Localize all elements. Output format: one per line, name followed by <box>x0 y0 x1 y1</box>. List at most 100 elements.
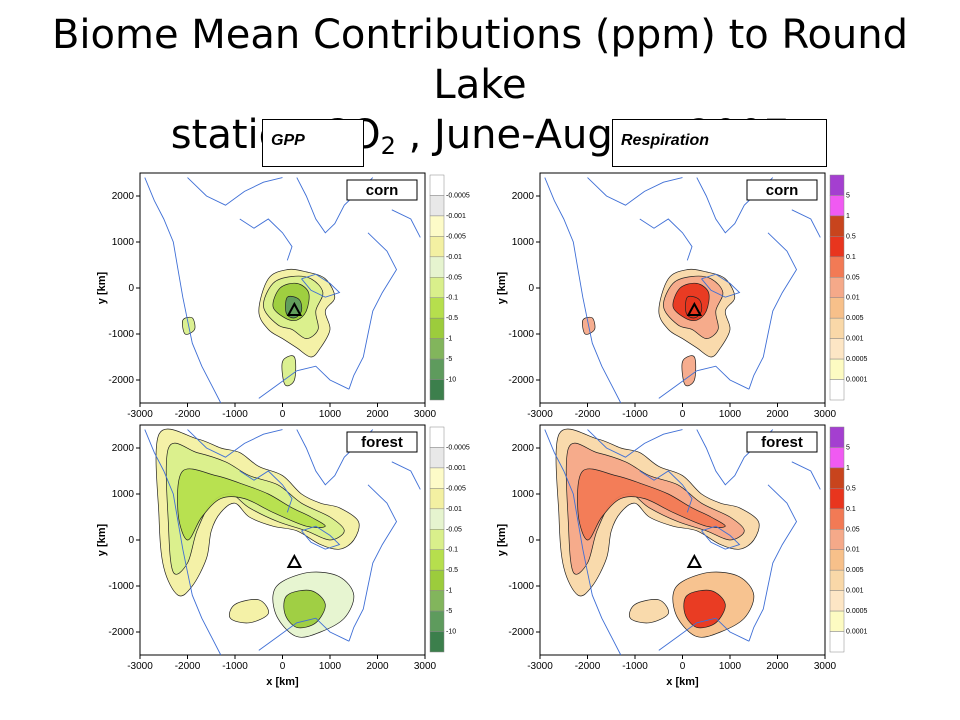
x-tick-label: -1000 <box>622 409 648 420</box>
x-tick-label: 3000 <box>814 409 837 420</box>
y-tick-label: 0 <box>128 283 134 294</box>
y-tick-label: 2000 <box>512 191 535 202</box>
x-tick-label: 0 <box>680 661 686 672</box>
y-tick-label: 1000 <box>512 489 535 500</box>
contour-region <box>177 468 326 541</box>
y-tick-label: -2000 <box>108 375 134 386</box>
colorbar: 5 1 0.5 0.1 0.05 0.01 0.005 0.001 0.0005 0.0001 <box>829 426 868 653</box>
colorbar-swatch <box>829 379 845 401</box>
colorbar-swatch <box>829 508 845 530</box>
colorbar-label: 1 <box>846 465 850 472</box>
biome-label-box: forest <box>746 431 818 453</box>
colorbar-swatch <box>429 277 445 298</box>
colorbar-swatch <box>429 426 445 448</box>
colorbar-label: 0.01 <box>846 547 860 554</box>
colorbar-label: -0.0005 <box>446 192 470 199</box>
colorbar-label: -0.1 <box>446 547 458 554</box>
x-tick-label: 2000 <box>366 409 389 420</box>
colorbar-swatch <box>829 195 845 217</box>
colorbar-label: -1 <box>446 588 452 595</box>
y-tick-label: 2000 <box>512 443 535 454</box>
biome-label-box: corn <box>746 179 818 201</box>
x-tick-label: -2000 <box>575 661 601 672</box>
colorbar-swatch <box>429 215 445 237</box>
colorbar-swatch <box>429 338 445 360</box>
colorbar-label: 0.05 <box>846 526 860 533</box>
y-tick-label: -2000 <box>508 627 534 638</box>
x-tick-label: -2000 <box>175 409 201 420</box>
colorbar-swatch <box>829 569 845 591</box>
x-tick-label: 0 <box>280 661 286 672</box>
y-tick-label: -1000 <box>508 581 534 592</box>
biome-label: corn <box>366 182 399 199</box>
colorbar-swatch <box>429 358 445 380</box>
colorbar-swatch <box>829 317 845 339</box>
colorbar-swatch <box>829 236 845 258</box>
colorbar-swatch <box>429 590 445 612</box>
colorbar-label: -0.05 <box>446 274 462 281</box>
colorbar-label: 0.0001 <box>846 629 868 636</box>
colorbar-swatch <box>829 215 845 237</box>
colorbar-label: -0.001 <box>446 213 466 220</box>
y-tick-label: 0 <box>128 535 134 546</box>
x-tick-label: -3000 <box>527 661 553 672</box>
contour-layer <box>155 428 360 638</box>
y-axis-label: y [km] <box>96 523 108 556</box>
y-tick-label: 2000 <box>112 191 135 202</box>
x-axis-label: x [km] <box>266 676 299 688</box>
colorbar-swatch <box>829 277 845 298</box>
x-tick-label: 1000 <box>319 409 342 420</box>
y-tick-label: 2000 <box>112 443 135 454</box>
respiration-header-box: Respiration <box>612 119 827 167</box>
x-tick-label: 1000 <box>319 661 342 672</box>
colorbar-label: 0.001 <box>846 588 864 595</box>
y-tick-label: 1000 <box>112 237 135 248</box>
colorbar-swatch <box>429 549 445 571</box>
station-triangle-icon <box>286 301 303 316</box>
x-tick-label: 2000 <box>766 661 789 672</box>
x-tick-label: -2000 <box>575 409 601 420</box>
respiration-corn-map: corn -3000 -2000 -1000 0 1000 2000 3000 2000 1000… <box>496 172 868 420</box>
biome-label: corn <box>766 182 799 199</box>
colorbar-swatch <box>429 174 445 196</box>
colorbar-swatch <box>829 426 845 448</box>
colorbar-swatch <box>829 631 845 653</box>
colorbar-swatch <box>429 236 445 258</box>
gpp-forest-map: forest -3000 -2000 -1000 0 1000 2000 3000 2000 10… <box>96 424 470 688</box>
colorbar-swatch <box>429 256 445 278</box>
x-tick-label: 0 <box>680 409 686 420</box>
colorbar-swatch <box>829 610 845 632</box>
x-tick-label: -1000 <box>222 409 248 420</box>
y-axis-label: y [km] <box>96 271 108 304</box>
colorbar-swatch <box>829 174 845 196</box>
contour-region <box>681 355 697 387</box>
biome-label-box: forest <box>346 431 418 453</box>
x-tick-label: 2000 <box>766 409 789 420</box>
colorbar-swatch <box>429 379 445 401</box>
colorbar-label: -0.005 <box>446 485 466 492</box>
x-tick-label: -3000 <box>127 661 153 672</box>
colorbar-label: 0.005 <box>846 315 864 322</box>
x-tick-label: 3000 <box>814 661 837 672</box>
colorbar-label: 5 <box>846 192 850 199</box>
colorbar-swatch <box>829 549 845 571</box>
biome-label: forest <box>761 434 803 451</box>
contour-region <box>577 468 726 541</box>
x-tick-label: -1000 <box>622 661 648 672</box>
contour-layer <box>182 268 336 387</box>
colorbar-swatch <box>829 256 845 278</box>
colorbar-label: 0.01 <box>846 295 860 302</box>
colorbar-label: -10 <box>446 629 456 636</box>
colorbar-swatch <box>829 488 845 510</box>
x-tick-label: 1000 <box>719 661 742 672</box>
colorbar-label: -1 <box>446 336 452 343</box>
colorbar-label: -0.5 <box>446 567 458 574</box>
x-tick-label: -3000 <box>127 409 153 420</box>
y-tick-label: -1000 <box>508 329 534 340</box>
biome-label: forest <box>361 434 403 451</box>
colorbar-label: 1 <box>846 213 850 220</box>
contour-region <box>281 355 297 387</box>
station-triangle-icon <box>286 553 303 568</box>
colorbar-swatch <box>429 195 445 217</box>
gpp-header-box: GPP <box>262 119 364 167</box>
